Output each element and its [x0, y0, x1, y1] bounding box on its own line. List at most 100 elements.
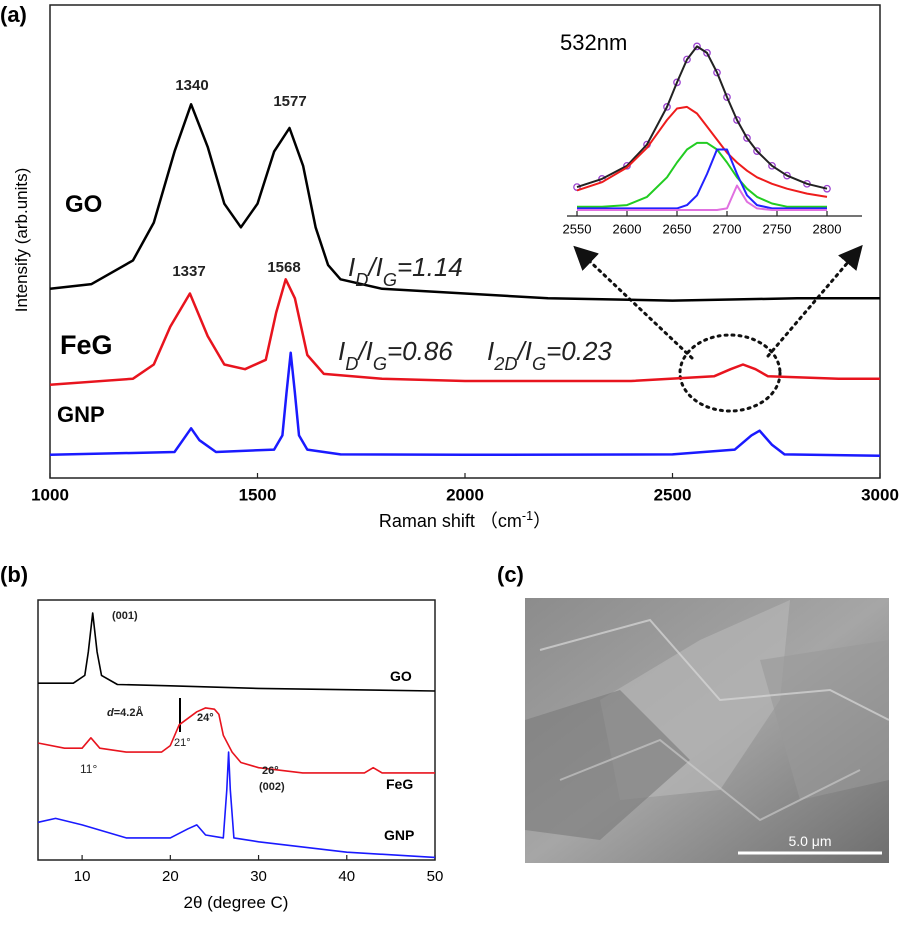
text-part: 21°	[174, 737, 191, 749]
data-point	[783, 171, 791, 180]
x-tick-label: 10	[74, 868, 91, 885]
text-part: =4.2Å	[114, 706, 144, 719]
panel-label: (a)	[0, 2, 27, 27]
data-point	[673, 78, 681, 87]
text-part: 1337	[172, 263, 205, 280]
spectrum-line	[38, 612, 436, 692]
x-tick-label: 50	[427, 868, 444, 885]
scale-bar-label: 5.0 μm	[788, 833, 831, 849]
x-tick-label: 30	[250, 868, 267, 885]
callout-circle	[678, 333, 782, 413]
text-part: 1577	[273, 93, 306, 110]
text-part: G	[383, 270, 397, 290]
text-part: =1.14	[397, 252, 463, 282]
data-point	[723, 93, 731, 101]
data-point	[743, 134, 751, 142]
annotation: 26°	[262, 765, 279, 777]
text-part: Raman shift （cm	[379, 511, 522, 531]
x-axis-title: 2θ (degree C)	[184, 893, 289, 912]
text-part: G	[532, 354, 546, 374]
text-part: (001)	[112, 610, 138, 622]
data-point	[753, 147, 761, 155]
text-part: /I	[356, 336, 372, 366]
callout-arrow	[573, 245, 694, 360]
text-part: I	[487, 336, 494, 366]
text-part: =0.86	[387, 336, 453, 366]
text-part: D	[355, 270, 368, 290]
data-point	[623, 161, 631, 170]
text-part: 24°	[197, 712, 214, 724]
text-part: 26°	[262, 765, 279, 777]
spectrum-line	[49, 103, 880, 302]
annotation: 11°	[80, 762, 97, 776]
data-point	[683, 55, 691, 64]
spectrum-line	[577, 141, 827, 208]
series-label: GNP	[57, 402, 105, 427]
annotation: d=4.2Å	[107, 706, 143, 719]
text-part: G	[373, 354, 387, 374]
data-point	[693, 42, 701, 51]
x-tick-label: 2700	[713, 221, 742, 236]
sem-image	[525, 598, 890, 863]
spectrum-line	[577, 184, 827, 211]
text-part: (002)	[259, 781, 285, 793]
text-part: ）	[533, 511, 551, 531]
x-tick-label: 2500	[654, 485, 692, 504]
x-tick-label: 2800	[813, 221, 842, 236]
annotation: 1568	[267, 259, 300, 276]
spectrum-line	[49, 278, 880, 387]
data-point	[733, 116, 741, 124]
data-point	[713, 68, 721, 77]
spectrum-line	[576, 45, 828, 190]
annotation: ID/IG=0.86	[338, 336, 453, 374]
x-tick-label: 1000	[31, 485, 69, 504]
annotation: 1577	[273, 93, 306, 110]
text-part: -1	[522, 509, 533, 523]
panel-label: (b)	[0, 562, 28, 587]
data-point	[768, 161, 776, 170]
text-part: 1568	[267, 259, 300, 276]
series-label: FeG	[386, 776, 413, 792]
x-tick-label: 2000	[446, 485, 484, 504]
x-tick-label: 3000	[861, 485, 899, 504]
spectrum-line	[37, 751, 436, 859]
text-part: d	[107, 707, 114, 719]
text-part: 1340	[175, 77, 208, 94]
text-part: 2D	[493, 354, 517, 374]
series-label: GO	[65, 191, 102, 218]
x-tick-label: 2550	[563, 221, 592, 236]
x-tick-label: 20	[162, 868, 179, 885]
spectrum-line	[49, 351, 881, 458]
text-part: /I	[515, 336, 531, 366]
annotation: 21°	[174, 737, 191, 749]
text-part: I	[338, 336, 345, 366]
y-axis-title: Intensify (arb.units)	[12, 168, 31, 313]
text-part: D	[345, 354, 358, 374]
spectrum-line	[37, 707, 435, 774]
x-tick-label: 2650	[663, 221, 692, 236]
annotation: 1337	[172, 263, 205, 280]
data-point	[703, 49, 711, 57]
annotation: (002)	[259, 781, 285, 793]
series-label: GO	[390, 668, 412, 684]
annotation: I2D/IG=0.23	[487, 336, 612, 374]
x-tick-label: 2750	[763, 221, 792, 236]
x-axis-title: Raman shift （cm-1）	[379, 509, 551, 531]
series-label: GNP	[384, 827, 414, 843]
x-tick-label: 40	[338, 868, 355, 885]
plot-frame	[37, 599, 436, 861]
text-part: /I	[366, 252, 382, 282]
text-part: =0.23	[546, 336, 612, 366]
annotation: (001)	[112, 610, 138, 622]
text-part: 11°	[80, 762, 97, 776]
x-tick-label: 1500	[239, 485, 277, 504]
x-tick-label: 2600	[613, 221, 642, 236]
panel-label: (c)	[497, 562, 524, 587]
annotation: 1340	[175, 77, 208, 94]
annotation: 24°	[197, 712, 214, 724]
text-part: I	[348, 252, 355, 282]
data-point	[663, 103, 671, 111]
inset-title: 532nm	[560, 30, 627, 55]
